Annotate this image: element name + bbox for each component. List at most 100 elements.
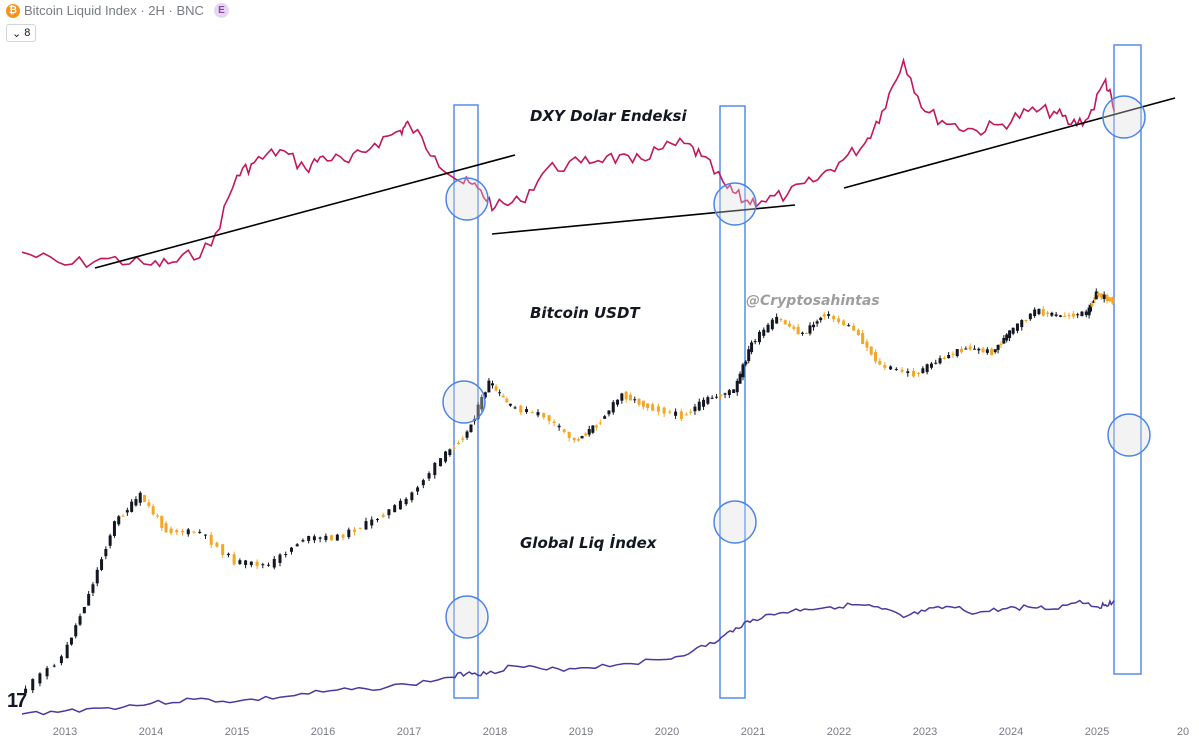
btc-candle-157 xyxy=(783,320,787,325)
btc-candle-134 xyxy=(693,406,697,412)
btc-candle-88 xyxy=(483,392,487,398)
btc-candle-218 xyxy=(1046,312,1050,315)
btc-candle-15 xyxy=(104,548,108,557)
btc-candle-181 xyxy=(889,366,893,370)
btc-candle-169 xyxy=(832,316,836,320)
btc-candle-69 xyxy=(393,505,397,513)
btc-candle-138 xyxy=(710,397,714,399)
btc-candle-52 xyxy=(295,544,299,547)
symbol-title[interactable]: Bitcoin Liquid Index · 2H · BNC xyxy=(24,3,204,18)
btc-candle-84 xyxy=(469,424,473,433)
highlight-window-2 xyxy=(719,105,746,699)
btc-candle-201 xyxy=(981,348,985,353)
btc-candle-160 xyxy=(796,326,800,335)
btc-candle-131 xyxy=(679,411,683,420)
btc-candle-175 xyxy=(861,333,865,344)
btc-candle-238 xyxy=(1108,297,1112,302)
btc-candle-145 xyxy=(738,373,742,384)
btc-candle-156 xyxy=(779,319,783,321)
btc-candle-183 xyxy=(900,369,904,372)
btc-candle-176 xyxy=(865,341,869,348)
btc-candle-90 xyxy=(490,383,494,386)
x-tick-label-2015: 2015 xyxy=(225,726,249,738)
legend-toggle-button[interactable]: ⌄ 8 xyxy=(6,24,37,42)
btc-candle-47 xyxy=(267,564,271,566)
trend-line-1 xyxy=(94,154,516,269)
btc-candle-64 xyxy=(364,521,368,530)
btc-candle-45 xyxy=(255,561,259,567)
btc-candle-143 xyxy=(732,389,736,394)
btc-candle-135 xyxy=(697,401,701,411)
btc-candle-190 xyxy=(934,362,938,364)
btc-candle-111 xyxy=(587,429,591,435)
btc-candle-34 xyxy=(192,531,196,533)
btc-candle-213 xyxy=(1024,319,1028,321)
btc-candle-231 xyxy=(1091,301,1095,303)
btc-candle-233 xyxy=(1094,291,1098,300)
btc-candle-159 xyxy=(792,326,796,329)
x-tick-label-2013: 2013 xyxy=(53,726,77,738)
btc-candle-40 xyxy=(226,553,230,556)
btc-candle-186 xyxy=(917,372,921,374)
btc-candle-20 xyxy=(125,510,129,513)
btc-candle-167 xyxy=(822,314,826,317)
btc-candle-105 xyxy=(562,429,566,432)
btc-candle-12 xyxy=(91,584,95,593)
btc-candle-132 xyxy=(684,414,688,416)
btc-candle-221 xyxy=(1058,315,1062,317)
btc-candle-155 xyxy=(775,316,779,324)
btc-candle-31 xyxy=(175,530,179,533)
exchange-badge[interactable]: E xyxy=(213,3,229,18)
btc-candle-146 xyxy=(741,364,745,378)
btc-candle-171 xyxy=(842,320,846,326)
btc-candle-86 xyxy=(476,404,480,419)
btc-candle-17 xyxy=(112,521,116,536)
btc-candle-36 xyxy=(203,534,207,536)
btc-candle-48 xyxy=(272,558,276,568)
x-tick-label-2023: 2023 xyxy=(913,726,937,738)
btc-candle-72 xyxy=(410,492,414,501)
btc-candle-21 xyxy=(130,501,134,512)
btc-candle-200 xyxy=(977,348,981,351)
btc-candle-107 xyxy=(572,437,576,441)
btc-candle-136 xyxy=(702,399,706,407)
btc-candle-83 xyxy=(465,431,469,438)
btc-candle-43 xyxy=(244,560,248,565)
btc-candle-161 xyxy=(800,332,804,334)
btc-candle-140 xyxy=(719,394,723,397)
btc-candle-51 xyxy=(289,547,293,552)
btc-candle-220 xyxy=(1054,314,1058,316)
trend-line-3 xyxy=(843,97,1176,189)
btc-candle-108 xyxy=(576,439,580,441)
btc-candle-205 xyxy=(996,344,1000,350)
highlight-circle-3 xyxy=(1102,95,1146,139)
tradingview-logo-icon: 17 xyxy=(7,690,27,712)
btc-candle-158 xyxy=(788,323,792,327)
btc-candle-227 xyxy=(1084,311,1088,316)
btc-candle-57 xyxy=(324,535,328,541)
btc-candle-53 xyxy=(301,540,305,542)
btc-candle-61 xyxy=(347,529,351,538)
btc-candle-38 xyxy=(215,542,219,547)
btc-candle-182 xyxy=(894,368,898,370)
btc-candle-25 xyxy=(147,502,151,507)
btc-candle-126 xyxy=(651,404,655,411)
btc-candle-173 xyxy=(852,325,856,331)
btc-candle-30 xyxy=(169,528,173,534)
btc-candle-217 xyxy=(1041,309,1045,316)
btc-candle-229 xyxy=(1089,304,1093,312)
highlight-circle-1 xyxy=(445,177,489,221)
btc-candle-3 xyxy=(45,668,49,677)
btc-candle-13 xyxy=(95,569,99,584)
btc-candle-174 xyxy=(856,329,860,336)
x-tick-label-2022: 2022 xyxy=(827,726,851,738)
btc-candle-44 xyxy=(249,561,253,566)
chart-header: ₿ Bitcoin Liquid Index · 2H · BNC E xyxy=(6,3,229,18)
btc-candle-112 xyxy=(591,425,595,433)
btc-candle-98 xyxy=(525,409,529,413)
btc-candle-74 xyxy=(421,480,425,486)
btc-candle-67 xyxy=(381,514,385,517)
btc-candle-96 xyxy=(513,407,517,409)
btc-candle-165 xyxy=(815,321,819,324)
